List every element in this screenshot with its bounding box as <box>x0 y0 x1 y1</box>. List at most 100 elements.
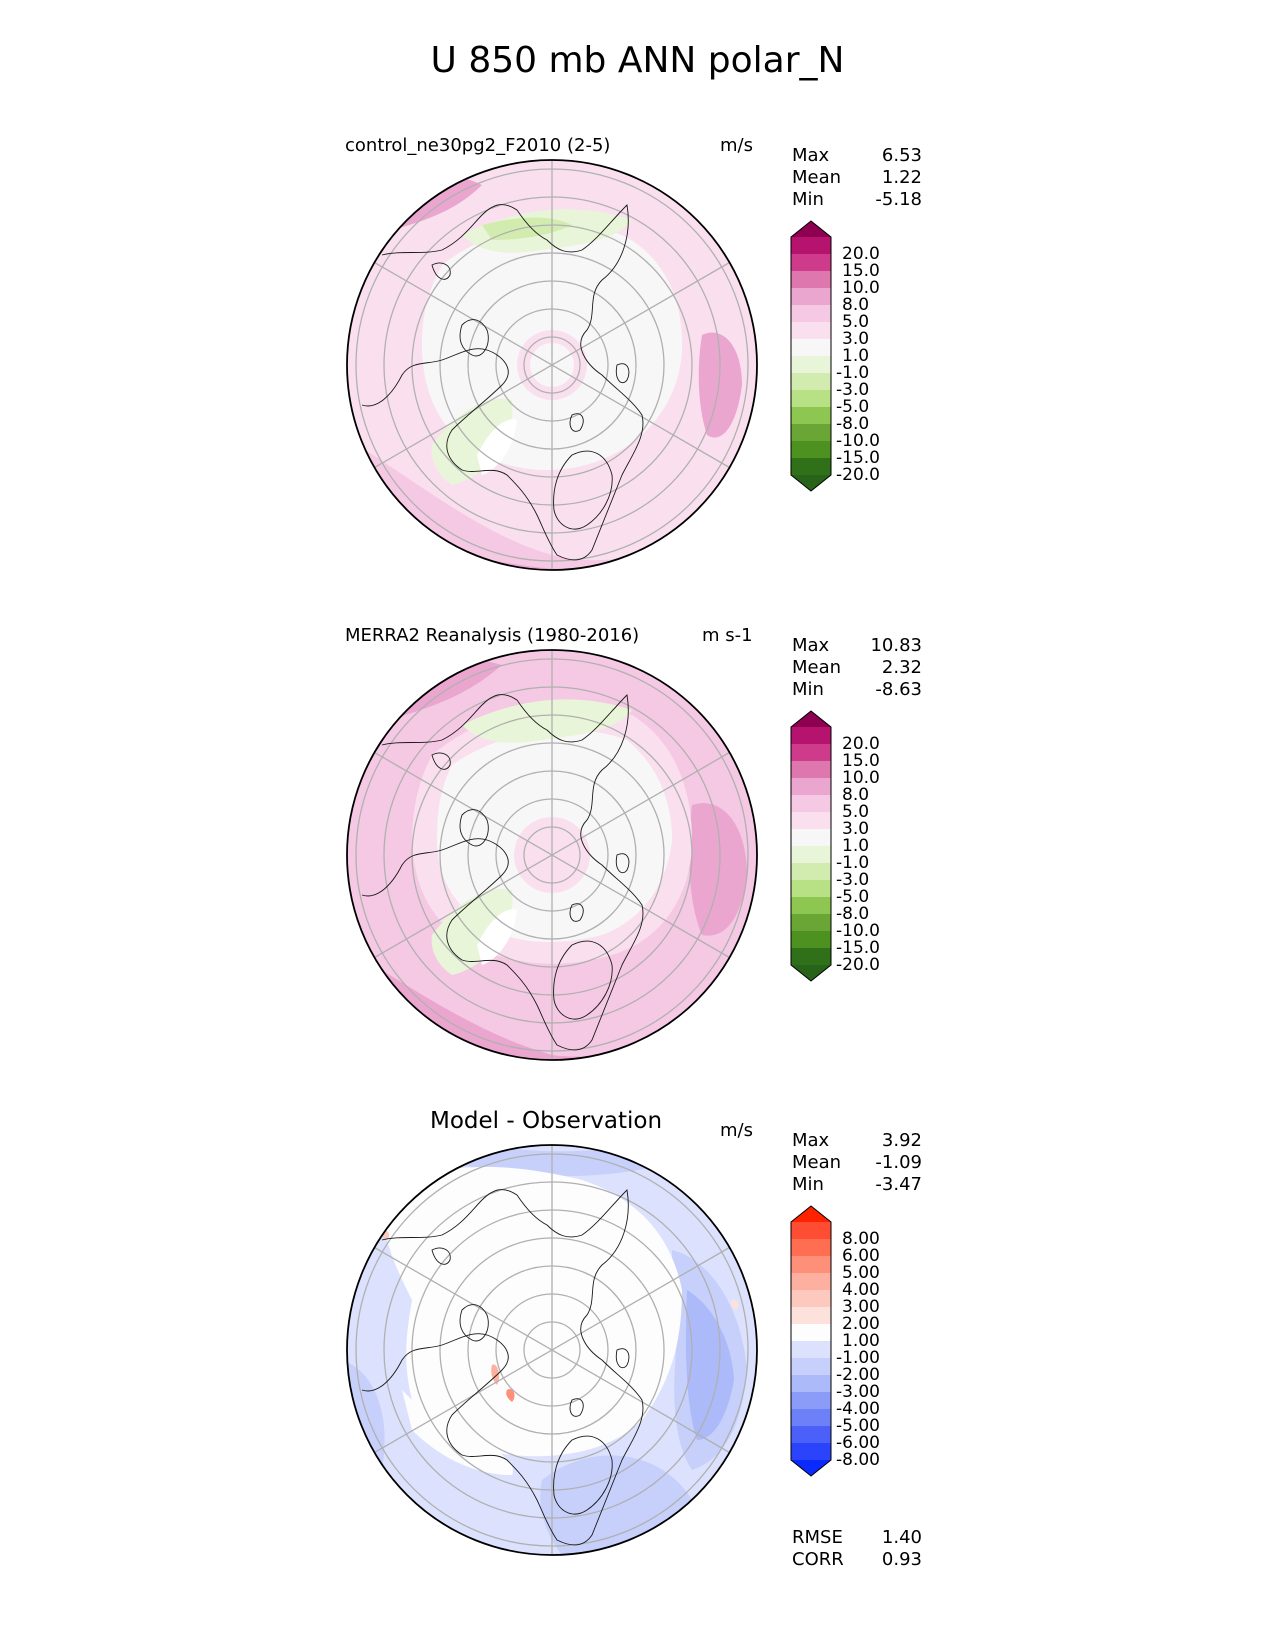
colorbar-outline <box>790 710 832 982</box>
colorbar-segment <box>791 744 831 762</box>
colorbar-tick-label: 8.00 <box>842 1228 880 1249</box>
stat-value: -5.18 <box>875 189 922 210</box>
stats-box: Max 10.83 Mean 2.32 Min -8.63 <box>792 635 922 701</box>
colorbar-tick-label: -2.00 <box>836 1364 880 1385</box>
colorbar-tick-label: -1.0 <box>836 362 870 383</box>
colorbar-tick-label: 3.00 <box>842 1296 880 1317</box>
colorbar-segment <box>791 1273 831 1291</box>
colorbar-segment <box>791 441 831 459</box>
colorbar-tick-label: -8.0 <box>836 903 870 924</box>
colorbar-tick-label: 8.0 <box>842 294 870 315</box>
colorbar <box>790 1205 832 1477</box>
colorbar-segment <box>791 829 831 847</box>
panel-units: m/s <box>720 135 753 156</box>
colorbar-tick-label: -5.0 <box>836 886 870 907</box>
colorbar-tick-label: -10.0 <box>836 920 880 941</box>
colorbar-tick-label: 3.0 <box>842 818 870 839</box>
colorbar-segment <box>791 373 831 391</box>
metric-value: 1.40 <box>881 1527 922 1548</box>
stat-label: Mean <box>792 657 842 678</box>
stat-row-mean: Mean -1.09 <box>792 1152 922 1174</box>
colorbar-segment <box>791 846 831 864</box>
colorbar-segment <box>791 880 831 898</box>
colorbar-segment <box>791 254 831 272</box>
colorbar-segment <box>791 1358 831 1376</box>
stat-label: Max <box>792 145 830 166</box>
colorbar-extend-min <box>791 965 831 981</box>
colorbar-extend-max <box>791 221 831 237</box>
colorbar-tick-label: 5.0 <box>842 311 870 332</box>
colorbar-segment <box>791 897 831 915</box>
colorbar-segment <box>791 1307 831 1325</box>
colorbar-tick-label: -8.00 <box>836 1449 880 1470</box>
colorbar-tick-label: -20.0 <box>836 464 880 485</box>
colorbar-tick-label: 1.0 <box>842 345 870 366</box>
stats-box: Max 6.53 Mean 1.22 Min -5.18 <box>792 145 922 211</box>
colorbar-segment <box>791 727 831 745</box>
colorbar-segment <box>791 271 831 289</box>
colorbar-segment <box>791 424 831 442</box>
stat-row-mean: Mean 1.22 <box>792 167 922 189</box>
colorbar-segment <box>791 237 831 255</box>
colorbar-segment <box>791 1341 831 1359</box>
colorbar-segment <box>791 1443 831 1461</box>
colorbar-extend-max <box>791 1206 831 1222</box>
colorbar-tick-label: -3.00 <box>836 1381 880 1402</box>
colorbar-segment <box>791 1324 831 1342</box>
stat-row-max: Max 3.92 <box>792 1130 922 1152</box>
figure-title: U 850 mb ANN polar_N <box>430 40 845 81</box>
colorbar-segment <box>791 1392 831 1410</box>
metric-label: RMSE <box>792 1527 843 1548</box>
metric-row-rmse: RMSE 1.40 <box>792 1527 922 1549</box>
stat-row-max: Max 10.83 <box>792 635 922 657</box>
polar-map <box>346 649 758 1061</box>
stat-label: Mean <box>792 167 842 188</box>
colorbar <box>790 710 832 982</box>
colorbar-tick-label: -1.0 <box>836 852 870 873</box>
colorbar-tick-label: 5.00 <box>842 1262 880 1283</box>
stat-label: Min <box>792 189 824 210</box>
colorbar-segment <box>791 305 831 323</box>
stat-row-max: Max 6.53 <box>792 145 922 167</box>
colorbar-segment <box>791 931 831 949</box>
colorbar-tick-label: -15.0 <box>836 937 880 958</box>
panel-units: m/s <box>720 1120 753 1141</box>
colorbar-segment <box>791 390 831 408</box>
colorbar-tick-label: 4.00 <box>842 1279 880 1300</box>
colorbar-segment <box>791 339 831 357</box>
stat-label: Mean <box>792 1152 842 1173</box>
metric-row-corr: CORR 0.93 <box>792 1549 922 1571</box>
colorbar-segment <box>791 863 831 881</box>
colorbar-segment <box>791 948 831 966</box>
colorbar-segment <box>791 407 831 425</box>
stat-value: 2.32 <box>881 657 922 678</box>
colorbar-segment <box>791 1426 831 1444</box>
colorbar-tick-label: -8.0 <box>836 413 870 434</box>
colorbar-extend-min <box>791 475 831 491</box>
panel-title: MERRA2 Reanalysis (1980-2016) <box>345 625 640 646</box>
colorbar-tick-label: 1.0 <box>842 835 870 856</box>
panel-title: Model - Observation <box>430 1108 663 1134</box>
stat-value: -3.47 <box>875 1174 922 1195</box>
stat-value: 6.53 <box>881 145 922 166</box>
stat-value: 3.92 <box>881 1130 922 1151</box>
colorbar-segment <box>791 1290 831 1308</box>
panel-units: m s-1 <box>702 625 753 646</box>
colorbar-outline <box>790 1205 832 1477</box>
stat-label: Max <box>792 1130 830 1151</box>
stat-row-min: Min -5.18 <box>792 189 922 211</box>
metric-value: 0.93 <box>881 1549 922 1570</box>
colorbar-tick-label: 5.0 <box>842 801 870 822</box>
colorbar-tick-label: -20.0 <box>836 954 880 975</box>
stat-value: -1.09 <box>875 1152 922 1173</box>
colorbar-tick-label: -4.00 <box>836 1398 880 1419</box>
colorbar-tick-label: -5.00 <box>836 1415 880 1436</box>
metric-label: CORR <box>792 1549 844 1570</box>
colorbar-tick-label: 20.0 <box>842 733 880 754</box>
colorbar-tick-label: -10.0 <box>836 430 880 451</box>
colorbar-extend-min <box>791 1460 831 1476</box>
stat-value: 10.83 <box>870 635 922 656</box>
stat-row-min: Min -3.47 <box>792 1174 922 1196</box>
stat-label: Min <box>792 679 824 700</box>
colorbar-outline <box>790 220 832 492</box>
